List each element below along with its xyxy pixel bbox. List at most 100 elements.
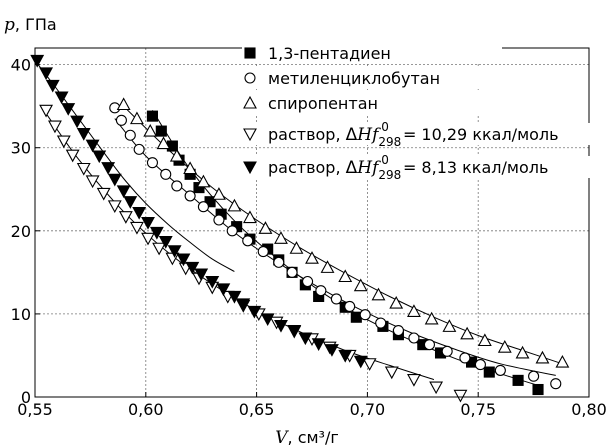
- data-point: [442, 319, 457, 332]
- data-point: [196, 174, 211, 188]
- data-point: [528, 370, 540, 382]
- x-axis-label: V, см³/г: [275, 428, 339, 445]
- data-point: [407, 373, 421, 387]
- data-point: [532, 383, 544, 396]
- data-point: [384, 366, 399, 380]
- data-point: [167, 245, 182, 258]
- data-point: [286, 266, 298, 278]
- x-tick-label: 0,80: [571, 400, 607, 419]
- y-tick-label: 30: [11, 139, 31, 158]
- data-point: [260, 313, 275, 327]
- legend-label: 1,3-пентадиен: [268, 44, 391, 63]
- data-point: [116, 185, 131, 199]
- data-point: [512, 374, 524, 386]
- data-point: [92, 150, 107, 164]
- data-point: [146, 110, 158, 122]
- data-point: [213, 214, 225, 226]
- legend-marker: [243, 161, 257, 175]
- data-point: [45, 79, 60, 93]
- data-point: [197, 201, 209, 213]
- data-point: [107, 173, 122, 187]
- data-point: [227, 290, 242, 304]
- data-point: [460, 326, 475, 340]
- data-point: [302, 275, 314, 288]
- axis-ticks: 0,55 0,60 0,65 0,70 0,75 0,80 0 10 20 30 40: [11, 56, 607, 419]
- data-point: [315, 285, 327, 297]
- data-point: [70, 115, 85, 129]
- legend-marker: [244, 72, 256, 84]
- data-point: [408, 332, 420, 344]
- legend-marker: [244, 47, 256, 59]
- legend-bg: [242, 92, 502, 114]
- data-point: [107, 200, 122, 214]
- legend-label: раствор, ΔHf2980 = 10,29 ккал/моль: [268, 120, 559, 149]
- data-point: [130, 111, 144, 125]
- data-point: [441, 345, 453, 357]
- data-point: [483, 366, 495, 378]
- data-point: [424, 311, 439, 325]
- data-point: [133, 143, 145, 155]
- data-point: [227, 198, 242, 212]
- data-point: [76, 128, 91, 141]
- data-point: [30, 54, 45, 68]
- data-point: [116, 97, 131, 111]
- data-point: [338, 269, 353, 283]
- data-point: [85, 175, 100, 189]
- y-axis-label: p, ГПа: [4, 15, 57, 35]
- data-point: [169, 148, 184, 162]
- data-point: [143, 123, 158, 137]
- data-point: [184, 190, 196, 202]
- legend-bg: [242, 67, 502, 89]
- series-2: [116, 97, 570, 368]
- data-point: [362, 358, 377, 371]
- data-point: [236, 298, 251, 312]
- legend-label: метиленциклобутан: [268, 69, 440, 88]
- data-point: [96, 187, 111, 201]
- data-point: [123, 196, 138, 209]
- series-4: [30, 54, 368, 369]
- y-axis-unit: , ГПа: [15, 15, 57, 34]
- data-point: [56, 135, 71, 149]
- data-point: [353, 355, 368, 369]
- data-point: [243, 210, 257, 224]
- data-point: [274, 319, 288, 333]
- data-point: [338, 349, 353, 363]
- series-1: [109, 102, 562, 390]
- data-point: [132, 206, 147, 220]
- x-tick-label: 0,70: [350, 400, 386, 419]
- data-point: [359, 309, 371, 321]
- data-point: [185, 261, 200, 275]
- data-point: [141, 216, 155, 230]
- data-point: [115, 114, 127, 126]
- x-axis-variable: V: [275, 428, 289, 445]
- data-point: [459, 352, 471, 364]
- x-tick-label: 0,65: [239, 400, 275, 419]
- data-point: [152, 242, 167, 256]
- data-point: [205, 275, 220, 289]
- data-point: [76, 162, 91, 176]
- data-point: [54, 91, 69, 105]
- data-point: [494, 364, 506, 376]
- legend-bg: [242, 42, 502, 64]
- data-point: [141, 232, 155, 246]
- data-point: [423, 339, 435, 351]
- data-point: [39, 104, 54, 118]
- data-point: [101, 162, 116, 175]
- data-point: [183, 161, 198, 175]
- data-point: [407, 304, 421, 317]
- data-point: [226, 225, 238, 237]
- data-point: [212, 187, 226, 200]
- legend-label: спиропентан: [268, 94, 378, 113]
- data-point: [287, 325, 302, 339]
- x-axis-unit: , см³/г: [288, 428, 339, 445]
- x-tick-label: 0,55: [17, 400, 53, 419]
- data-point: [65, 149, 80, 163]
- data-point: [305, 251, 319, 264]
- data-point: [156, 136, 171, 150]
- data-point: [166, 140, 178, 152]
- data-point: [124, 129, 136, 141]
- x-tick-label: 0,60: [128, 400, 164, 419]
- data-point: [389, 295, 404, 309]
- data-point: [375, 317, 387, 329]
- data-point: [429, 381, 444, 395]
